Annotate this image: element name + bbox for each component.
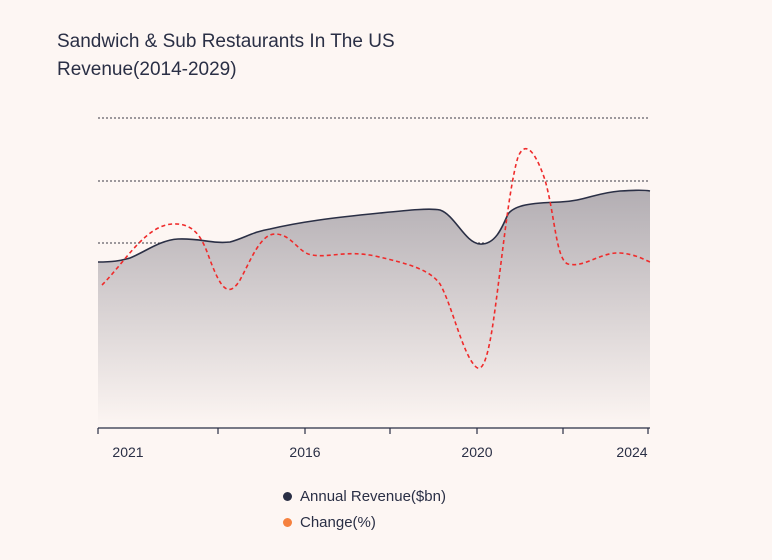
x-tick-labels: 2021 2016 2020 2024	[112, 444, 647, 460]
x-tick-label: 2021	[112, 444, 143, 460]
legend-revenue-label: Annual Revenue($bn)	[300, 487, 446, 505]
legend: Annual Revenue($bn) Change(%)	[283, 483, 446, 535]
revenue-line	[97, 189, 651, 263]
legend-item-change: Change(%)	[283, 509, 446, 535]
chart-title: Sandwich & Sub Restaurants In The US Rev…	[57, 28, 395, 84]
chart-title-line: Sandwich & Sub Restaurants In The US	[57, 31, 395, 52]
change-line	[101, 147, 651, 369]
legend-change-label: Change(%)	[300, 513, 376, 531]
x-tick-label: 2024	[616, 444, 647, 460]
legend-revenue-marker	[283, 491, 292, 501]
x-tick-label: 2020	[461, 444, 492, 460]
chart-subtitle: Revenue(2014-2029)	[57, 59, 237, 80]
x-tick-label: 2016	[289, 444, 320, 460]
legend-change-marker	[283, 517, 292, 527]
legend-item-revenue: Annual Revenue($bn)	[283, 483, 446, 509]
x-ticks	[97, 428, 649, 434]
revenue-area	[98, 190, 650, 428]
